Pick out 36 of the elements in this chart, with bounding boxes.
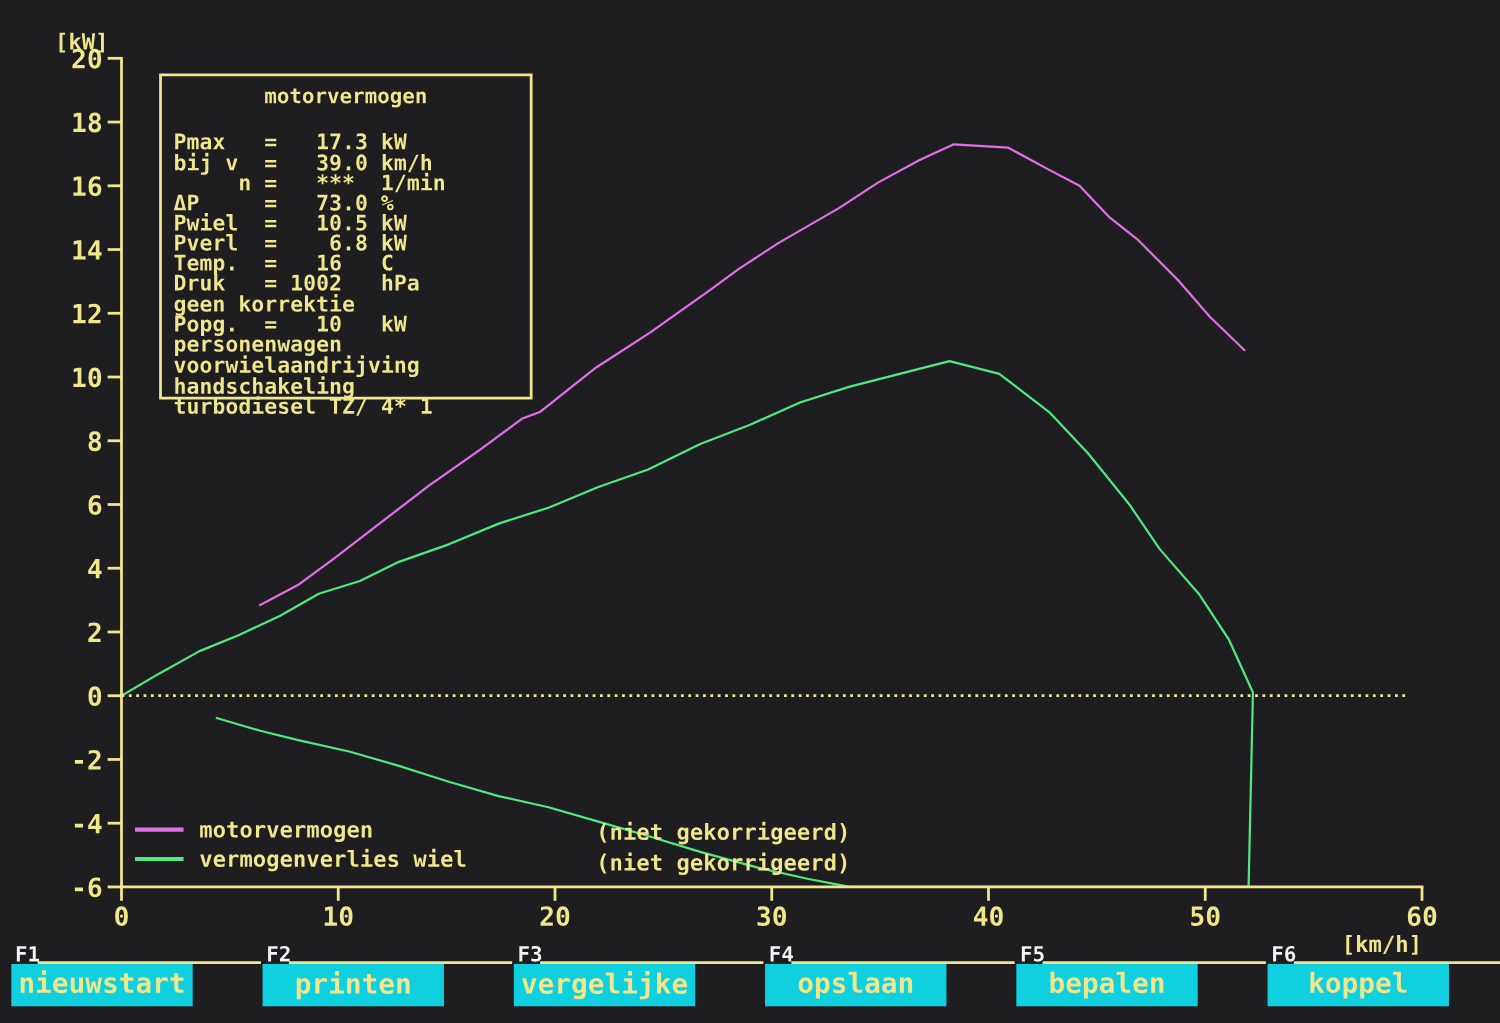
- y-tick-label: 8: [88, 431, 102, 452]
- y-tick-label: -6: [74, 877, 102, 898]
- legend-label: vermogenverlies wiel: [200, 848, 466, 872]
- y-tick-label: 12: [73, 303, 101, 324]
- y-tick-label: 2: [88, 622, 101, 642]
- text: F5: [1021, 946, 1044, 962]
- y-tick-label: 14: [73, 240, 102, 260]
- text: F6: [1273, 945, 1296, 962]
- x-tick-label: 60: [1407, 906, 1437, 927]
- text: F1: [16, 946, 40, 962]
- text: printen: [296, 970, 410, 1000]
- legend-label: motorvermogen: [200, 821, 372, 843]
- x-tick-label: 20: [540, 906, 570, 927]
- text: vergelijke: [521, 970, 687, 1000]
- y-tick-label: -2: [74, 749, 101, 770]
- x-tick-label: 40: [973, 906, 1003, 927]
- x-tick-label: 10: [324, 906, 353, 927]
- y-tick-label: 18: [73, 112, 102, 133]
- text: opslaan: [798, 971, 913, 999]
- y-tick-label: 16: [73, 176, 102, 197]
- y-tick-label: 10: [73, 367, 102, 388]
- text: F4: [770, 946, 793, 962]
- y-tick-label: 6: [88, 494, 102, 515]
- x-tick-label: 30: [757, 906, 787, 927]
- x-axis-title: [km/h]: [1346, 935, 1418, 955]
- y-tick-label: -4: [74, 813, 102, 834]
- text: koppel: [1310, 971, 1407, 999]
- text: F2: [268, 945, 290, 962]
- text: bepalen: [1050, 971, 1164, 999]
- y-tick-label: 4: [88, 559, 102, 579]
- text: nieuwstart: [20, 970, 184, 994]
- x-tick-label: 50: [1191, 906, 1220, 927]
- text: F3: [519, 945, 542, 962]
- y-tick-label: 0: [88, 686, 102, 707]
- text: motorvermogen: [265, 88, 426, 108]
- x-tick-label: 0: [115, 906, 128, 927]
